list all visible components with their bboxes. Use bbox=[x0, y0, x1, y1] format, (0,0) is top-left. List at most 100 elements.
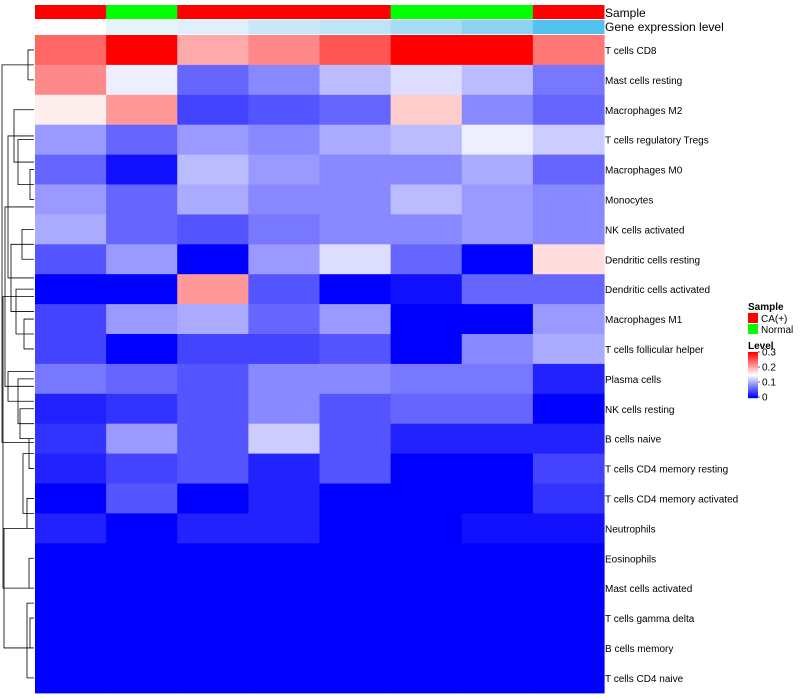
heatmap-cell bbox=[248, 483, 321, 514]
heatmap-cell bbox=[461, 214, 534, 245]
heatmap-cell bbox=[35, 184, 107, 215]
heatmap-cell bbox=[248, 603, 321, 634]
heatmap-cell bbox=[390, 334, 463, 365]
heatmap-cell bbox=[532, 393, 605, 425]
heatmap-cell bbox=[106, 244, 178, 275]
column-annotations bbox=[35, 5, 605, 34]
row-label: Macrophages M2 bbox=[605, 106, 683, 117]
colorbar-step bbox=[748, 384, 758, 386]
heatmap-cells bbox=[35, 35, 605, 694]
colorbar-step bbox=[748, 378, 758, 380]
heatmap-cell bbox=[177, 483, 249, 514]
heatmap-cell bbox=[177, 274, 249, 305]
colorbar-step bbox=[748, 363, 758, 365]
heatmap-cell bbox=[319, 184, 392, 215]
heatmap-cell bbox=[390, 184, 463, 215]
heatmap-cell bbox=[35, 363, 107, 395]
heatmap-cell bbox=[106, 124, 178, 156]
colorbar-tick-label: 0.2 bbox=[762, 363, 776, 374]
heatmap-cell bbox=[319, 573, 392, 604]
row-dendrogram bbox=[1, 49, 34, 679]
heatmap-cell bbox=[35, 543, 107, 574]
colorbar-step bbox=[748, 390, 758, 392]
heatmap-cell bbox=[106, 274, 178, 305]
colorbar-step bbox=[748, 373, 758, 375]
heatmap-cell bbox=[177, 64, 249, 96]
heatmap-cell bbox=[177, 453, 249, 485]
heatmap-cell bbox=[177, 334, 249, 365]
heatmap-cell bbox=[532, 35, 605, 66]
heatmap-cell bbox=[177, 304, 249, 335]
heatmap-cell bbox=[177, 603, 249, 634]
colorbar-step bbox=[748, 396, 758, 398]
heatmap-cell bbox=[177, 363, 249, 395]
colorbar-step bbox=[748, 382, 758, 384]
row-label: NK cells resting bbox=[605, 405, 674, 416]
heatmap-cell bbox=[177, 633, 249, 664]
sample-annotation-cell bbox=[390, 5, 463, 19]
row-label: T cells follicular helper bbox=[605, 345, 704, 356]
sample-annotation-cell bbox=[106, 5, 178, 19]
row-label: Plasma cells bbox=[605, 375, 661, 386]
heatmap-cell bbox=[248, 334, 321, 365]
colorbar-step bbox=[748, 395, 758, 397]
colorbar-step bbox=[748, 376, 758, 378]
heatmap-cell bbox=[532, 453, 605, 485]
row-label: T cells CD4 memory activated bbox=[605, 494, 738, 505]
heatmap-cell bbox=[106, 483, 178, 514]
heatmap-cell bbox=[35, 603, 107, 634]
heatmap-cell bbox=[319, 633, 392, 664]
colorbar-step bbox=[748, 392, 758, 394]
heatmap-cell bbox=[461, 124, 534, 156]
heatmap-cell bbox=[319, 244, 392, 275]
heatmap-cell bbox=[106, 35, 178, 66]
heatmap-cell bbox=[248, 573, 321, 604]
heatmap-cell bbox=[461, 363, 534, 395]
heatmap-cell bbox=[106, 214, 178, 245]
colorbar-step bbox=[748, 371, 758, 373]
heatmap-cell bbox=[177, 423, 249, 455]
heatmap-cell bbox=[35, 214, 107, 245]
heatmap-cell bbox=[106, 304, 178, 335]
heatmap-cell bbox=[461, 64, 534, 96]
legend-label-ca: CA(+) bbox=[761, 314, 787, 325]
heatmap-cell bbox=[106, 633, 178, 664]
colorbar-step bbox=[748, 381, 758, 383]
heatmap-cell bbox=[35, 453, 107, 485]
heatmap-cell bbox=[532, 154, 605, 186]
colorbar-step bbox=[748, 367, 758, 369]
colorbar-step bbox=[748, 391, 758, 393]
row-label: Dendritic cells activated bbox=[605, 285, 710, 296]
heatmap-cell bbox=[35, 64, 107, 96]
heatmap-cell bbox=[248, 453, 321, 485]
heatmap-cell bbox=[248, 543, 321, 574]
colorbar-step bbox=[748, 353, 758, 355]
heatmap-cell bbox=[319, 334, 392, 365]
colorbar-step bbox=[748, 365, 758, 367]
heatmap-cell bbox=[177, 244, 249, 275]
heatmap-cell bbox=[35, 124, 107, 156]
colorbar-step bbox=[748, 389, 758, 391]
heatmap-cell bbox=[461, 393, 534, 425]
heatmap-cell bbox=[248, 124, 321, 156]
heatmap-cell bbox=[35, 393, 107, 425]
row-label: Eosinophils bbox=[605, 554, 656, 565]
colorbar-step bbox=[748, 388, 758, 390]
colorbar-step bbox=[748, 386, 758, 388]
colorbar-step bbox=[748, 385, 758, 387]
legend-swatch-normal bbox=[748, 324, 758, 334]
row-label: Monocytes bbox=[605, 195, 653, 206]
colorbar-step bbox=[748, 383, 758, 385]
heatmap-cell bbox=[390, 453, 463, 485]
heatmap-cell bbox=[35, 35, 107, 66]
heatmap-cell bbox=[461, 573, 534, 604]
colorbar-step bbox=[748, 366, 758, 368]
colorbar-step bbox=[748, 359, 758, 361]
heatmap-cell bbox=[248, 393, 321, 425]
expression-annotation-cell bbox=[319, 20, 392, 34]
row-label: Neutrophils bbox=[605, 524, 656, 535]
heatmap-cell bbox=[532, 543, 605, 574]
colorbar-step bbox=[748, 379, 758, 381]
heatmap-cell bbox=[177, 662, 249, 694]
